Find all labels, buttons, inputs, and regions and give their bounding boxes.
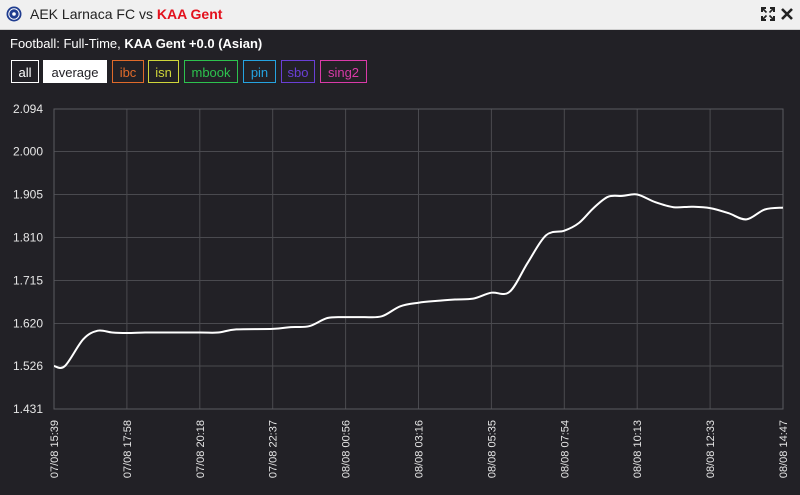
x-tick-label: 07/08 17:58 bbox=[122, 420, 134, 478]
x-tick-label: 07/08 20:18 bbox=[195, 420, 207, 478]
filter-sbo-button[interactable]: sbo bbox=[281, 60, 315, 83]
y-tick-label: 2.094 bbox=[13, 102, 43, 116]
y-tick-label: 1.905 bbox=[13, 188, 43, 202]
expand-icon[interactable] bbox=[760, 6, 776, 22]
average-series-line bbox=[53, 193, 784, 369]
x-tick-label: 08/08 00:56 bbox=[341, 420, 353, 478]
close-icon[interactable] bbox=[779, 6, 795, 22]
filter-isn-button[interactable]: isn bbox=[148, 60, 179, 83]
filter-ibc-button[interactable]: ibc bbox=[112, 60, 144, 83]
x-tick-label: 08/08 10:13 bbox=[632, 420, 644, 478]
x-tick-label: 08/08 12:33 bbox=[705, 420, 717, 478]
market-name: KAA Gent +0.0 (Asian) bbox=[124, 36, 263, 51]
filter-pin-button[interactable]: pin bbox=[243, 60, 276, 83]
title-bar: AEK Larnaca FC vs KAA Gent bbox=[0, 0, 800, 30]
y-tick-label: 1.620 bbox=[13, 316, 43, 330]
plot-area-border bbox=[53, 108, 784, 410]
x-tick-label: 07/08 22:37 bbox=[268, 420, 280, 478]
x-tick-label: 08/08 14:47 bbox=[778, 420, 790, 478]
home-team: AEK Larnaca FC bbox=[30, 6, 136, 22]
y-tick-label: 2.000 bbox=[13, 145, 43, 159]
y-tick-label: 1.526 bbox=[13, 359, 43, 373]
filter-sing2-button[interactable]: sing2 bbox=[320, 60, 367, 83]
x-tick-label: 08/08 07:54 bbox=[559, 420, 571, 478]
filter-all-button[interactable]: all bbox=[11, 60, 39, 83]
y-tick-label: 1.715 bbox=[13, 273, 43, 287]
y-tick-label: 1.810 bbox=[13, 231, 43, 245]
x-tick-label: 07/08 15:39 bbox=[49, 420, 61, 478]
y-tick-label: 1.431 bbox=[13, 402, 43, 416]
x-tick-label: 08/08 03:16 bbox=[414, 420, 426, 478]
away-team: KAA Gent bbox=[156, 6, 223, 22]
filter-average-button[interactable]: average bbox=[43, 60, 107, 83]
market-prefix: Football: Full-Time, bbox=[10, 36, 121, 51]
x-tick-label: 08/08 05:35 bbox=[486, 420, 498, 478]
vs-label: vs bbox=[138, 6, 153, 22]
soccer-ball-icon bbox=[6, 6, 22, 22]
filter-mbook-button[interactable]: mbook bbox=[184, 60, 238, 83]
market-subtitle: Football: Full-Time, KAA Gent +0.0 (Asia… bbox=[10, 36, 262, 51]
odds-chart: 2.094 2.000 1.905 1.810 1.715 1.620 1.526 1.431… bbox=[13, 102, 790, 478]
window-title: AEK Larnaca FC vs KAA Gent bbox=[30, 6, 222, 22]
